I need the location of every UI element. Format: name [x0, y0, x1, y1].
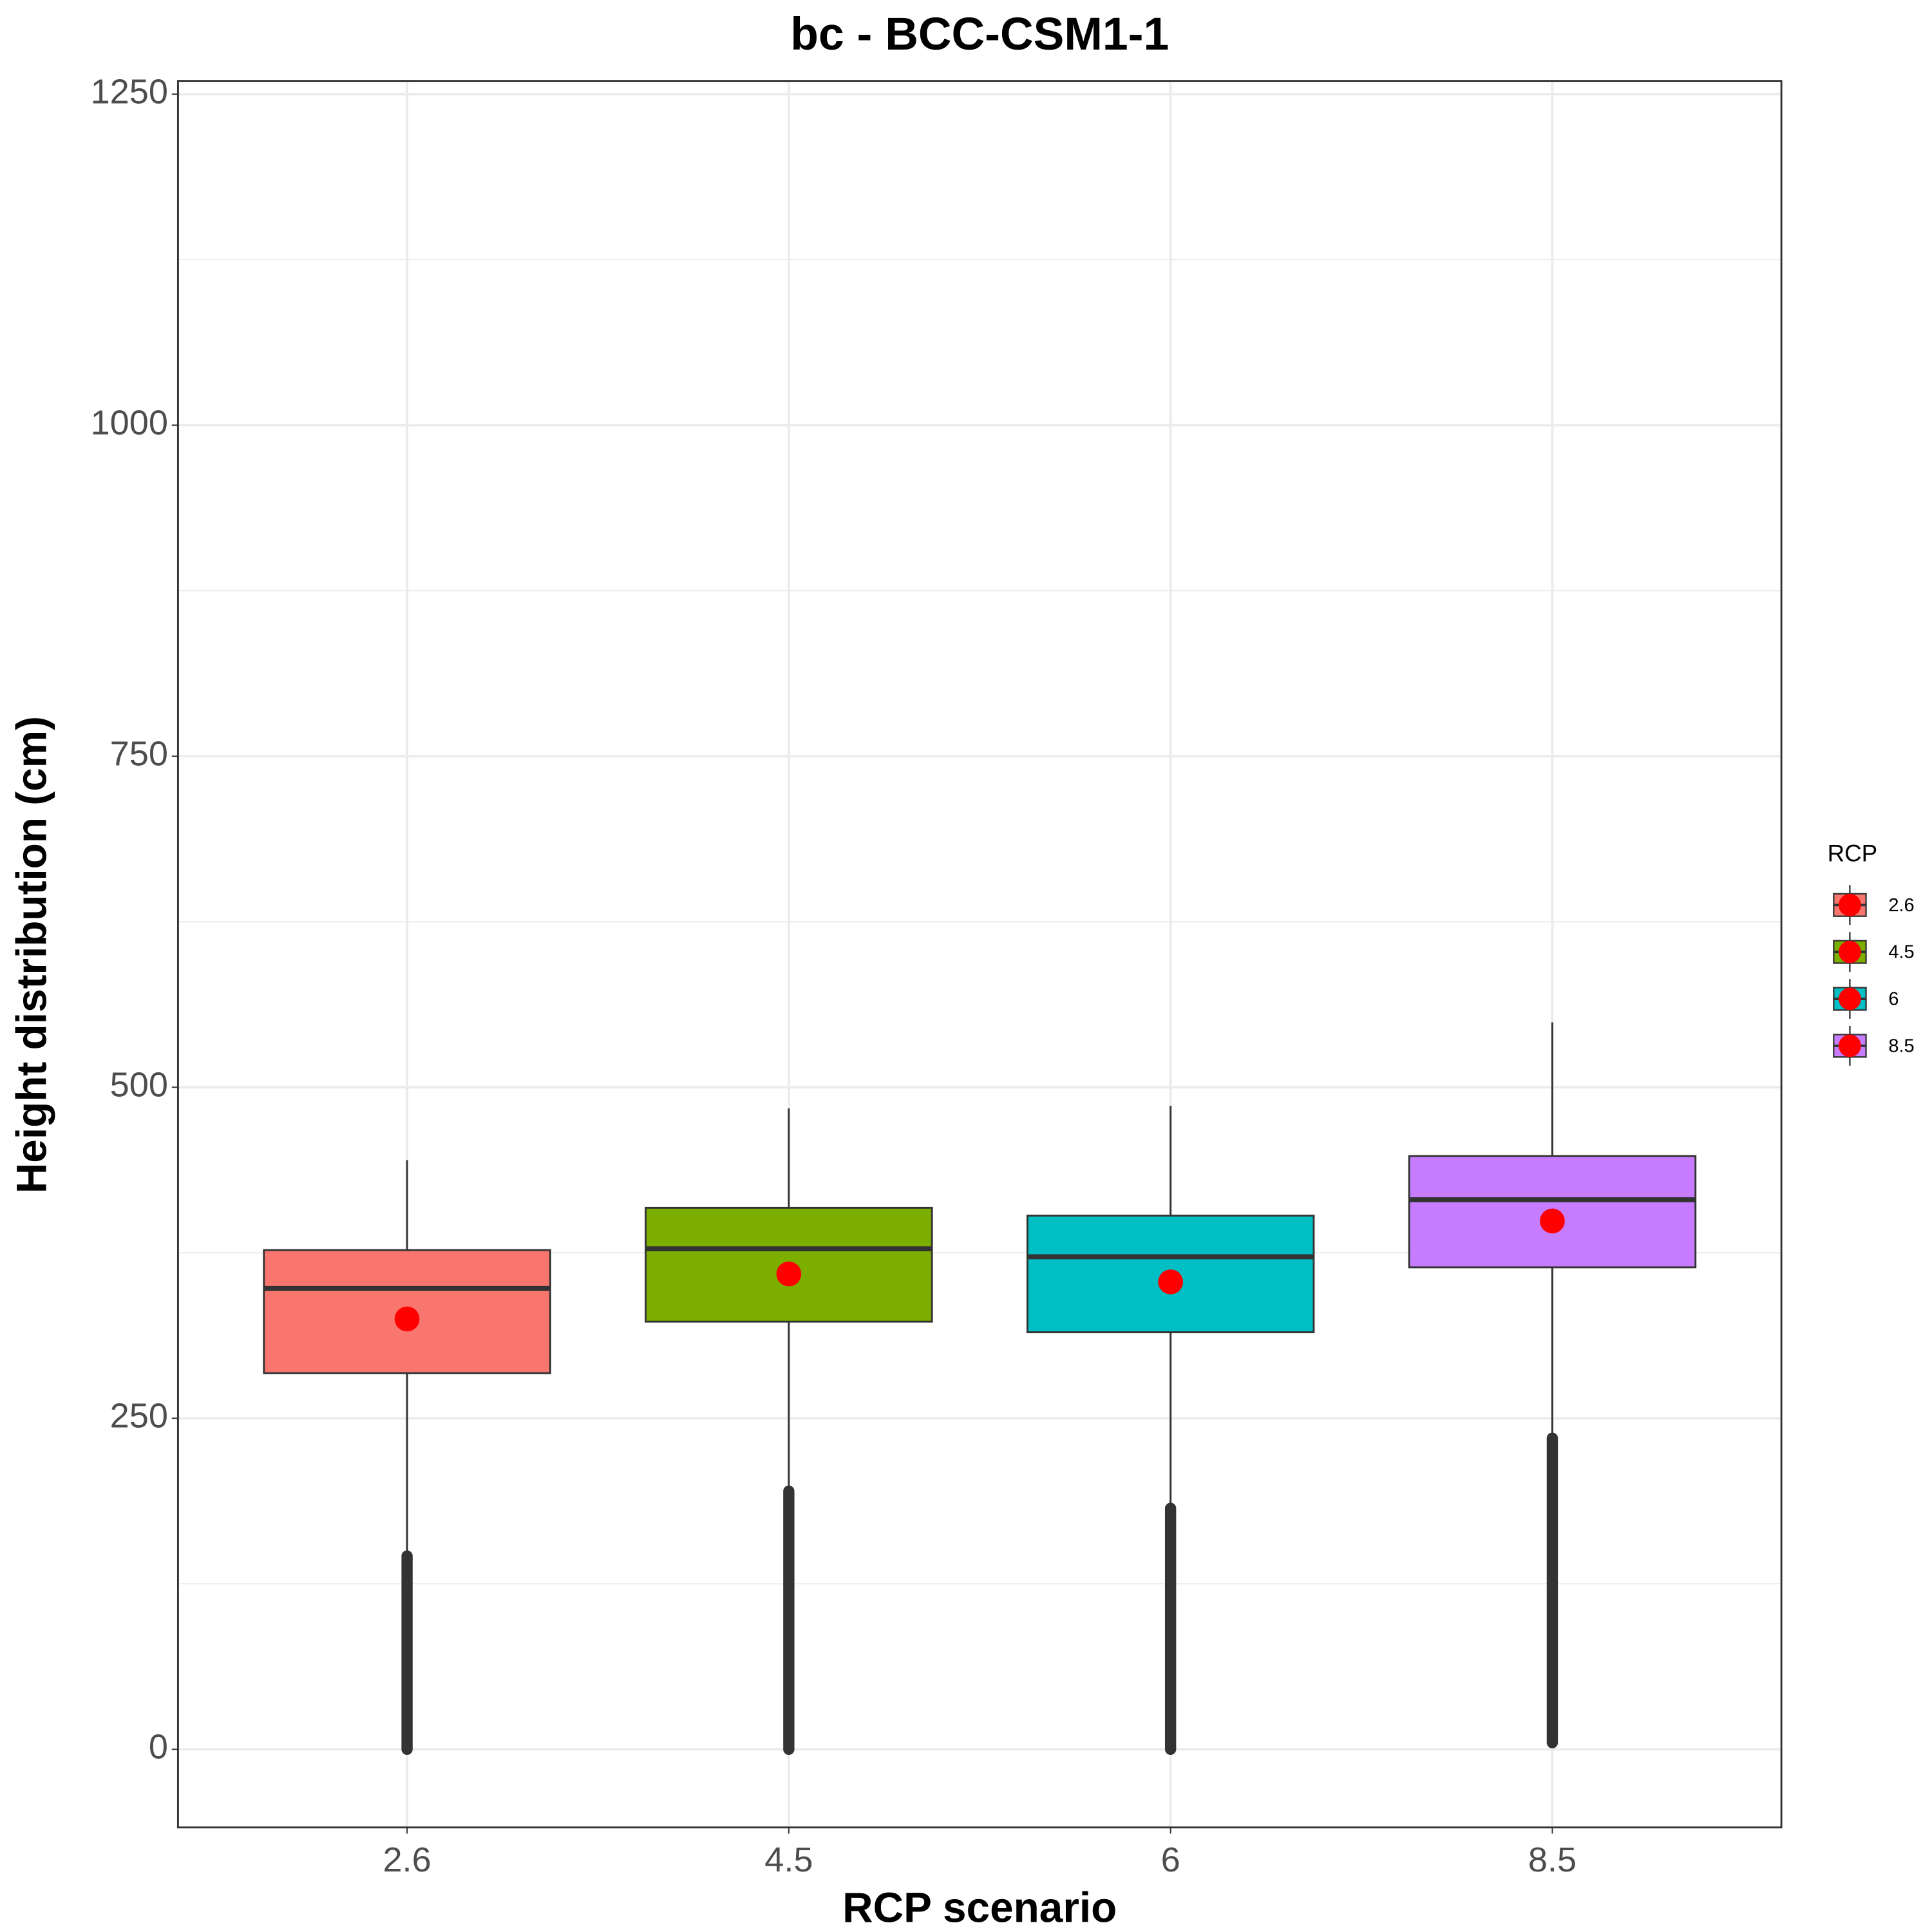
y-tick-label: 500 — [110, 1066, 168, 1104]
y-tick-label: 250 — [110, 1397, 168, 1435]
x-tick-label: 6 — [1161, 1841, 1180, 1879]
box — [1026, 1215, 1315, 1334]
legend-key-mean — [1839, 893, 1861, 916]
y-axis-title: Height distribution (cm) — [8, 716, 55, 1193]
legend-label: 8.5 — [1888, 1036, 1914, 1056]
mean-point — [1540, 1208, 1565, 1234]
plot-border — [176, 80, 1783, 1829]
mean-point — [1158, 1269, 1183, 1294]
x-tick-label: 8.5 — [1528, 1841, 1577, 1879]
y-tick-label: 1000 — [91, 404, 168, 442]
legend-key-mean — [1839, 987, 1861, 1010]
legend-key-mean — [1839, 940, 1861, 963]
legend-label: 4.5 — [1888, 942, 1914, 963]
y-tick-label: 0 — [149, 1728, 168, 1766]
legend-label: 6 — [1888, 989, 1899, 1010]
mean-point — [394, 1306, 420, 1332]
chart-title: bc - BCC-CSM1-1 — [790, 8, 1169, 60]
x-tick-label: 2.6 — [383, 1841, 431, 1879]
y-tick-label: 750 — [110, 735, 168, 773]
legend-title: RCP — [1828, 840, 1878, 867]
x-axis-title: RCP scenario — [842, 1884, 1117, 1931]
legend-key-mean — [1839, 1034, 1861, 1057]
legend-label: 2.6 — [1888, 895, 1914, 916]
x-tick-label: 4.5 — [764, 1841, 813, 1879]
mean-point — [776, 1261, 802, 1287]
y-tick-label: 1250 — [91, 73, 168, 111]
